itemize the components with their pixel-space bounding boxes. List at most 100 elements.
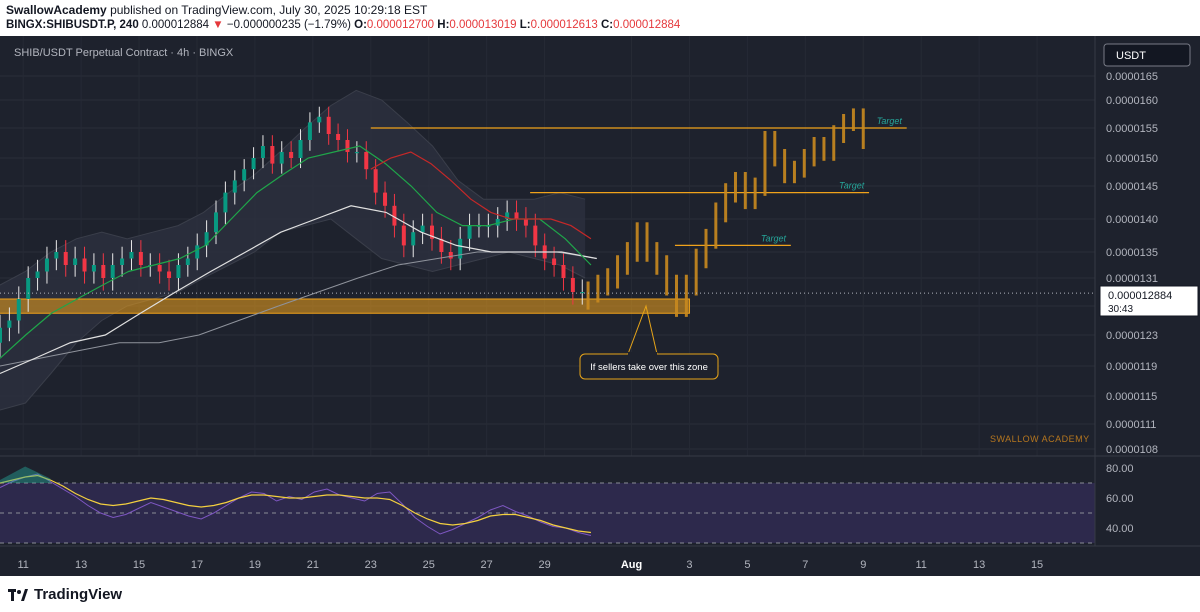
y-tick-label: 0.0000150	[1106, 153, 1158, 165]
currency-button[interactable]: USDT	[1103, 43, 1191, 67]
open-value: 0.000012700	[366, 19, 435, 31]
candle-body	[138, 252, 143, 265]
candle-body	[167, 271, 172, 278]
x-tick-label: 21	[307, 559, 319, 571]
candle-body	[467, 225, 472, 239]
chart-title: SHIB/USDT Perpetual Contract · 4h · BING…	[14, 47, 234, 59]
candle-body	[420, 225, 425, 233]
chart-area[interactable]: 0.0000165 0.0000160 0.0000155 0.0000150 0.00…	[0, 36, 1200, 576]
x-tick-label: 11	[17, 559, 28, 571]
candle-body	[326, 116, 331, 134]
author-name[interactable]: SwallowAcademy	[6, 3, 107, 17]
candle-body	[110, 265, 115, 278]
annotation-text: If sellers take over this zone	[590, 362, 708, 373]
candle-body	[232, 180, 237, 193]
candle-body	[195, 245, 200, 259]
candle-body	[185, 258, 190, 265]
candle-body	[392, 205, 397, 226]
candle-body	[63, 252, 68, 265]
candle-body	[44, 258, 49, 272]
tradingview-logo-text: TradingView	[34, 586, 123, 603]
candle-body	[251, 158, 256, 170]
y-tick-label: 0.0000119	[1106, 361, 1157, 373]
x-tick-label: 11	[915, 559, 926, 571]
x-tick-label: 5	[744, 559, 750, 571]
target-label: Target	[839, 181, 865, 191]
price-chart-svg[interactable]: 0.0000165 0.0000160 0.0000155 0.0000150 0.00…	[0, 36, 1200, 576]
rsi-ma-line	[0, 474, 592, 534]
candle-body	[495, 219, 500, 226]
annotation-callout: If sellers take over this zone	[579, 304, 719, 380]
candle-body	[458, 238, 463, 259]
price-tag-countdown: 30:43	[1108, 304, 1133, 315]
close-value: 0.000012884	[613, 19, 681, 31]
candle-body	[120, 258, 125, 265]
candle-body	[448, 252, 453, 259]
x-tick-label: Aug	[621, 559, 642, 571]
x-tick-label: 27	[481, 559, 493, 571]
price-change: −0.000000235 (−1.79%)	[226, 19, 351, 31]
candle-body	[101, 265, 106, 278]
candle-body	[35, 271, 40, 278]
x-tick-label: 15	[133, 559, 145, 571]
tradingview-logo[interactable]: TradingView	[8, 586, 122, 603]
candle-body	[82, 258, 87, 272]
candle-body	[439, 238, 444, 252]
y-tick-label: 0.0000123	[1106, 330, 1158, 342]
candle-body	[91, 265, 96, 272]
close-label: C:	[600, 19, 614, 31]
candle-body	[270, 146, 275, 164]
candle-body	[307, 122, 312, 140]
candle-body	[214, 212, 219, 233]
y-tick-label: 0.0000140	[1106, 214, 1158, 226]
candle-body	[279, 152, 284, 164]
candle-body	[364, 152, 369, 170]
candle-body	[298, 140, 303, 158]
candle-body	[345, 140, 350, 152]
bollinger-upper-line	[0, 89, 586, 286]
candle-body	[523, 219, 528, 226]
bollinger-band	[0, 90, 586, 411]
candle-body	[373, 169, 378, 193]
ema-short-line	[0, 145, 592, 359]
candle-body	[430, 225, 435, 239]
x-tick-label: 13	[973, 559, 985, 571]
x-tick-label: 15	[1031, 559, 1043, 571]
rsi-tick-label: 60.00	[1106, 493, 1134, 505]
candle-body	[401, 225, 406, 246]
candle-body	[0, 327, 2, 343]
x-tick-label: 23	[365, 559, 377, 571]
support-zone	[0, 298, 690, 314]
symbol-label: BINGX:SHIBUSDT.P, 240	[6, 19, 139, 31]
candle-body	[383, 192, 388, 206]
candle-body	[514, 212, 519, 219]
candle-body	[7, 320, 12, 328]
candle-body	[129, 252, 134, 259]
last-price: 0.000012884	[141, 19, 210, 31]
x-tick-label: 13	[75, 559, 87, 571]
y-tick-label: 0.0000165	[1106, 71, 1158, 83]
y-tick-label: 0.0000160	[1106, 95, 1158, 107]
y-tick-label: 0.0000155	[1106, 123, 1158, 135]
currency-label[interactable]: USDT	[1116, 50, 1146, 62]
y-tick-label: 0.0000111	[1106, 419, 1156, 431]
ema-mid-line	[370, 151, 592, 240]
price-tag: 0.000012884 30:43	[1099, 285, 1199, 317]
low-label: L:	[519, 19, 531, 31]
rsi-tick-label: 80.00	[1106, 463, 1134, 475]
x-tick-label: 19	[249, 559, 261, 571]
candle-body	[204, 232, 209, 246]
x-tick-label: 9	[860, 559, 866, 571]
candle-body	[486, 225, 491, 227]
x-tick-label: 7	[802, 559, 808, 571]
y-tick-label: 0.0000145	[1106, 181, 1158, 193]
candle-body	[157, 265, 162, 272]
candle-body	[26, 278, 31, 299]
candle-body	[242, 169, 247, 181]
target-label: Target	[877, 116, 903, 126]
candle-body	[176, 265, 181, 278]
x-tick-label: 25	[423, 559, 435, 571]
open-label: O:	[354, 19, 367, 31]
change-arrow-icon: ▼	[212, 19, 224, 31]
x-tick-label: 17	[191, 559, 203, 571]
